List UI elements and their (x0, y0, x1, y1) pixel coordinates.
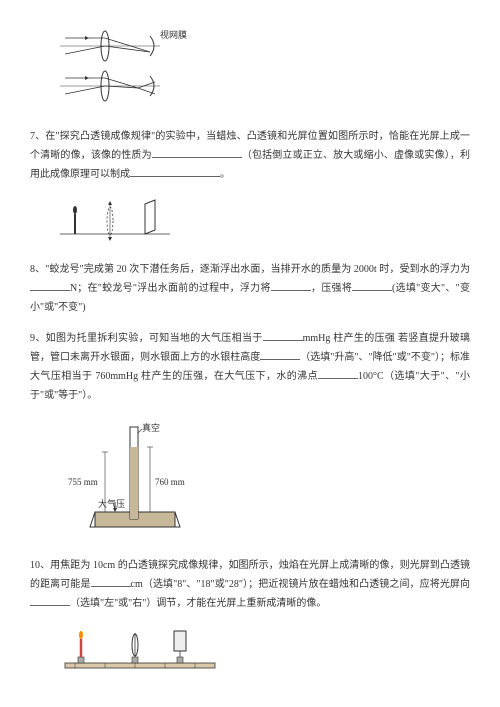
q10-text2: cm（选填"8"、"18"或"28"）；把近视镜片放在蜡烛和凸透镜之间，应将光屏… (131, 579, 470, 590)
bottom-ray-group (60, 71, 160, 101)
q9-blank1 (263, 329, 303, 341)
q8-blank3 (352, 279, 392, 291)
q9-number: 9、 (30, 333, 46, 344)
h760-label: 760 mm (155, 477, 185, 487)
q8-text2: N；在"蛟龙号"浮出水面前的过程中，浮力将 (70, 283, 271, 294)
q9-blank3 (318, 367, 358, 379)
question-7: 7、在"探究凸透镜成像规律"的实验中，当蜡烛、凸透镜和光屏位置如图所示时，恰能在… (30, 127, 470, 184)
q9-text1: 如图为托里拆利实验，可知当地的大气压相当于 (46, 333, 263, 344)
q9-blank2 (260, 348, 300, 360)
q8-text3: ，压强将 (311, 283, 352, 294)
q10-bench-diagram (60, 625, 470, 682)
q7-number: 7、 (30, 131, 45, 142)
vacuum-label: 真空 (142, 422, 160, 433)
q8-blank1 (30, 279, 70, 291)
q10-blank1 (91, 575, 131, 587)
q7-blank1 (152, 146, 242, 158)
question-10: 10、用焦距为 10cm 的凸透镜探究成像规律，如图所示，烛焰在光屏上成清晰的像… (30, 556, 470, 613)
q9-torricelli-diagram: 真空 755 mm 760 mm 大气压 (60, 417, 470, 544)
h755-label: 755 mm (68, 477, 98, 487)
question-8: 8、"蛟龙号"完成第 20 次下潜任务后，逐渐浮出水面，当排开水的质量为 200… (30, 260, 470, 317)
q8-text1: "蛟龙号"完成第 20 次下潜任务后，逐渐浮出水面，当排开水的质量为 2000t… (45, 264, 470, 275)
q10-text3: （选填"左"或"右"）调节，才能在光屏上重新成清晰的像。 (70, 598, 326, 609)
q7-blank2 (130, 165, 220, 177)
atm-label: 大气压 (98, 498, 125, 509)
question-9: 9、如图为托里拆利实验，可知当地的大气压相当于mmHg 柱产生的压强 若竖直提升… (30, 329, 470, 405)
retina-label: 视网膜 (160, 29, 187, 40)
q10-blank2 (30, 594, 70, 606)
top-ray-group (60, 31, 160, 61)
q6-ray-diagram: 视网膜 (60, 28, 470, 115)
q8-number: 8、 (30, 264, 45, 275)
q7-text3: 。 (220, 169, 230, 180)
q10-number: 10、 (30, 560, 50, 571)
q7-diagram (60, 196, 470, 248)
q8-blank2 (271, 279, 311, 291)
